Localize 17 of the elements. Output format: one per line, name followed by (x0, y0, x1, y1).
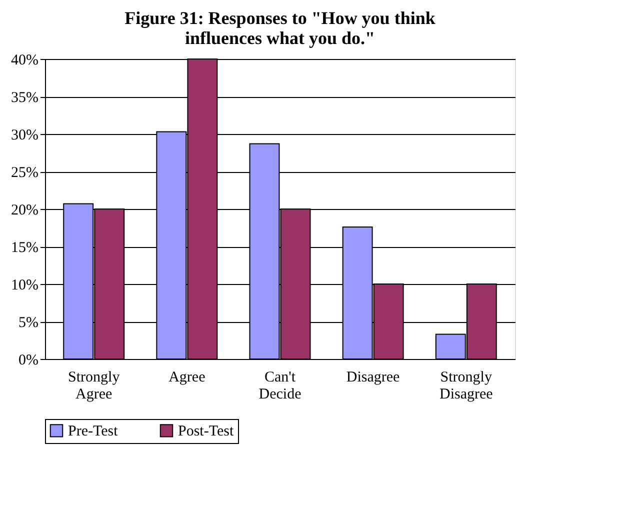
y-tick-label: 15% (11, 240, 38, 256)
x-tick-label: Strongly Agree (68, 370, 120, 402)
y-tick-label: 0% (18, 352, 38, 368)
y-tick-label: 30% (11, 128, 38, 144)
chart-title: Figure 31: Responses to "How you think influences what you do." (124, 8, 436, 48)
y-tick-label: 35% (11, 90, 38, 106)
y-tick-label: 5% (18, 315, 38, 331)
x-tick-label: Agree (168, 370, 206, 386)
x-tick-label: Disagree (346, 370, 400, 386)
y-tick-label: 40% (11, 52, 38, 68)
y-tick-label: 25% (11, 165, 38, 181)
y-tick-label: 10% (11, 278, 38, 294)
y-tick-label: 20% (11, 202, 38, 218)
x-tick-label: Can't Decide (258, 370, 302, 402)
x-tick-label: Strongly Disagree (439, 370, 494, 402)
legend-label: Pre-Test (68, 424, 119, 440)
legend-label: Post-Test (178, 424, 234, 440)
